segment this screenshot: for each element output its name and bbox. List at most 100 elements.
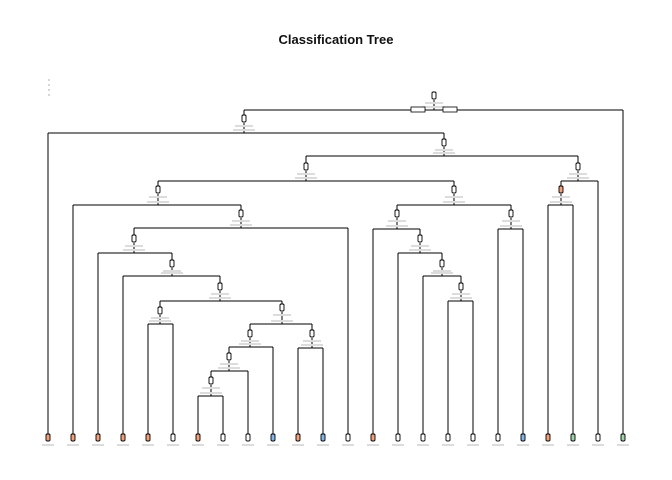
split-node xyxy=(458,282,464,291)
split-label-mark xyxy=(386,225,408,227)
leaf-label-mark xyxy=(192,444,204,446)
leaf-label-mark xyxy=(467,444,479,446)
node-label-mark xyxy=(232,220,250,222)
leaf-node xyxy=(520,433,526,442)
node-labels xyxy=(42,102,629,446)
split-label-mark xyxy=(450,297,472,299)
split-label-mark xyxy=(230,224,252,226)
leaf-label-mark xyxy=(142,444,154,446)
leaf-node xyxy=(445,433,451,442)
split-label-mark xyxy=(161,272,183,274)
split-label-mark xyxy=(271,320,293,322)
leaf-node xyxy=(495,433,501,442)
split-label-mark xyxy=(239,343,261,345)
chart-title: Classification Tree xyxy=(278,32,394,47)
split-node xyxy=(247,329,253,338)
split-label-mark xyxy=(443,201,465,203)
leaf-node xyxy=(170,433,176,442)
leaf-node xyxy=(370,433,376,442)
leaf-label-mark xyxy=(167,444,179,446)
split-node xyxy=(439,259,445,268)
root-split-box-right xyxy=(442,106,458,113)
leaf-label-mark xyxy=(92,444,104,446)
node-label-mark xyxy=(125,245,143,247)
split-label-mark xyxy=(218,367,240,369)
node-label-mark xyxy=(151,317,169,319)
split-label-mark xyxy=(209,297,231,299)
leaf-label-mark xyxy=(242,444,254,446)
split-node xyxy=(451,185,457,194)
leaf-node xyxy=(570,433,576,442)
leaf-node xyxy=(145,433,151,442)
node-label-mark xyxy=(163,270,181,272)
node-label-mark xyxy=(303,340,321,342)
tree-edges xyxy=(47,100,624,434)
leaf-label-mark xyxy=(67,444,79,446)
leaf-node xyxy=(620,433,626,442)
node-label-mark xyxy=(388,220,406,222)
leaf-node xyxy=(320,433,326,442)
legend-dot xyxy=(48,84,50,86)
node-label-mark xyxy=(297,173,315,175)
split-node xyxy=(558,185,564,194)
leaf-node xyxy=(120,433,126,442)
node-label-mark xyxy=(202,387,220,389)
split-node xyxy=(217,282,223,291)
node-label-mark xyxy=(569,173,587,175)
node-label-mark xyxy=(273,314,291,316)
split-label-mark xyxy=(567,177,589,179)
leaf-node xyxy=(345,433,351,442)
split-label-mark xyxy=(423,106,445,108)
leaf-label-mark xyxy=(117,444,129,446)
split-node xyxy=(394,209,400,218)
node-label-mark xyxy=(425,102,443,104)
split-node xyxy=(431,91,437,100)
split-node xyxy=(169,259,175,268)
split-node xyxy=(208,376,214,385)
leaf-node xyxy=(270,433,276,442)
leaf-node xyxy=(595,433,601,442)
split-node xyxy=(279,303,285,312)
leaf-node xyxy=(95,433,101,442)
leaf-label-mark xyxy=(592,444,604,446)
split-node xyxy=(417,234,423,243)
leaf-node xyxy=(470,433,476,442)
split-node xyxy=(238,209,244,218)
leaf-node xyxy=(45,433,51,442)
leaf-label-mark xyxy=(517,444,529,446)
legend-dot xyxy=(48,89,50,91)
leaf-label-mark xyxy=(317,444,329,446)
leaf-label-mark xyxy=(292,444,304,446)
split-label-mark xyxy=(409,249,431,251)
leaf-label-mark xyxy=(567,444,579,446)
leaf-node xyxy=(295,433,301,442)
leaf-node xyxy=(420,433,426,442)
node-label-mark xyxy=(211,293,229,295)
split-node xyxy=(303,162,309,171)
leaf-label-mark xyxy=(392,444,404,446)
leaf-node xyxy=(195,433,201,442)
node-label-mark xyxy=(149,196,167,198)
leaf-label-mark xyxy=(267,444,279,446)
legend-dot xyxy=(48,94,50,96)
leaf-label-mark xyxy=(417,444,429,446)
split-label-mark xyxy=(431,272,453,274)
split-label-mark xyxy=(123,249,145,251)
split-node xyxy=(226,352,232,361)
leaf-label-mark xyxy=(367,444,379,446)
split-label-mark xyxy=(500,225,522,227)
split-node xyxy=(441,138,447,147)
leaf-label-mark xyxy=(342,444,354,446)
leaf-label-mark xyxy=(442,444,454,446)
node-label-mark xyxy=(502,220,520,222)
node-label-mark xyxy=(452,293,470,295)
legend-dot xyxy=(48,79,50,81)
node-label-mark xyxy=(241,340,259,342)
tree-nodes xyxy=(45,91,626,442)
split-label-mark xyxy=(295,177,317,179)
node-label-mark xyxy=(433,270,451,272)
split-label-mark xyxy=(550,201,572,203)
node-label-mark xyxy=(411,245,429,247)
split-node xyxy=(309,329,315,338)
